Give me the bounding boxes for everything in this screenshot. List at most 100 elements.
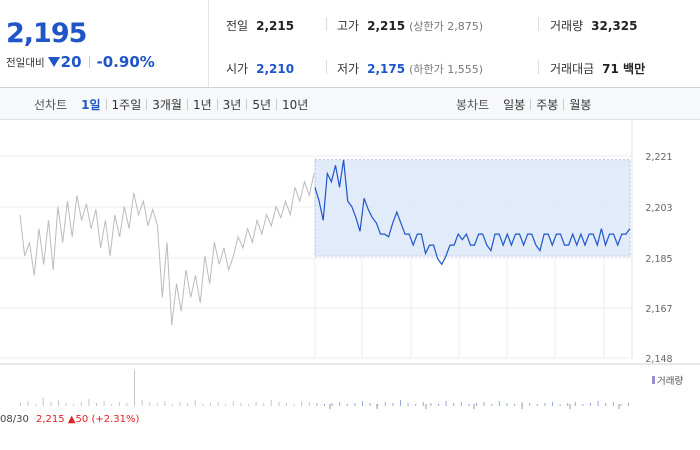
candle-tabs: 봉차트 일봉 주봉 월봉 — [456, 96, 596, 113]
divider — [186, 99, 188, 110]
volume-bars — [20, 370, 629, 406]
volume-bar — [582, 404, 584, 406]
price-chart: 2,221 2,203 2,185 2,167 2,148 09/0210:0011:0… — [0, 120, 700, 412]
volume-bar — [324, 404, 325, 406]
chart-tab-bar: 선차트 1일 1주일 3개월 1년 3년 5년 10년 봉차트 일봉 주봉 월봉 — [0, 88, 700, 120]
tab-daily-candle[interactable]: 일봉 — [503, 98, 526, 112]
up-triangle-icon: ▲ — [67, 414, 76, 425]
volume-bar — [232, 401, 234, 406]
volume-bar — [331, 403, 333, 406]
prev-day-summary: 08/30 2,215 ▲50 (+2.31%) — [0, 414, 139, 425]
volume-bar — [88, 399, 90, 406]
prev-day-change: 50 — [75, 414, 89, 425]
volume-bar — [438, 404, 439, 406]
tab-3y[interactable]: 3년 — [222, 98, 242, 112]
prev-day-close: 2,215 — [36, 414, 65, 425]
change-label: 전일대비 — [6, 56, 45, 69]
volume-bar — [278, 402, 280, 406]
volume-bar — [597, 401, 599, 406]
stat-label: 시가 — [226, 62, 249, 76]
volume-bar — [65, 403, 67, 406]
divider — [216, 99, 218, 110]
stat-label: 거래대금 — [550, 62, 595, 76]
y-tick-label: 2,221 — [645, 152, 672, 163]
divider — [276, 99, 278, 110]
price-box: 2,195 전일대비 20 -0.90% — [0, 0, 209, 87]
stat-open: 시가 2,210 — [226, 60, 294, 77]
stat-label: 거래량 — [550, 19, 584, 33]
tab-1w[interactable]: 1주일 — [111, 98, 142, 112]
lower-limit: (하한가 1,555) — [409, 63, 483, 76]
volume-bar — [529, 403, 531, 406]
volume-bar — [605, 403, 607, 406]
divider — [530, 99, 532, 110]
volume-bar — [415, 404, 417, 406]
volume-bar — [134, 370, 135, 406]
y-tick-label: 2,167 — [645, 304, 672, 315]
stat-prev-close: 전일 2,215 — [226, 17, 294, 34]
stat-low: 저가 2,175 (하한가 1,555) — [337, 60, 483, 77]
volume-bar — [483, 402, 485, 406]
tab-10y[interactable]: 10년 — [282, 98, 309, 112]
volume-bar — [559, 404, 561, 406]
volume-bar — [369, 403, 371, 406]
volume-bar — [339, 402, 341, 406]
volume-bar — [377, 404, 379, 406]
tab-monthly-candle[interactable]: 월봉 — [569, 98, 592, 112]
volume-bar — [240, 403, 242, 406]
tab-weekly-candle[interactable]: 주봉 — [536, 98, 559, 112]
stat-volume: 거래량 32,325 — [550, 17, 637, 34]
volume-bar — [392, 403, 394, 406]
volume-bar — [194, 400, 196, 406]
volume-bar — [362, 401, 363, 406]
previous-day-line — [19, 173, 315, 326]
volume-bar — [476, 403, 477, 406]
volume-bar — [453, 403, 455, 406]
stat-label: 저가 — [337, 62, 360, 76]
tab-1y[interactable]: 1년 — [192, 98, 212, 112]
volume-legend-label: 거래량 — [657, 376, 684, 387]
y-axis-labels: 2,221 2,203 2,185 2,167 2,148 — [645, 152, 672, 365]
tab-3m[interactable]: 3개월 — [152, 98, 182, 112]
volume-bar — [42, 398, 44, 406]
volume-bar — [468, 404, 470, 406]
divider — [538, 60, 539, 74]
volume-bar — [612, 402, 614, 406]
volume-legend: 거래량 — [652, 373, 683, 387]
volume-bar — [354, 403, 356, 406]
volume-bar — [316, 403, 318, 406]
tab-5y[interactable]: 5년 — [252, 98, 272, 112]
stat-value: 2,175 — [367, 62, 406, 76]
volume-bar — [255, 402, 257, 406]
volume-bar — [149, 402, 151, 406]
volume-bar — [263, 403, 265, 406]
tab-1d[interactable]: 1일 — [81, 98, 101, 112]
volume-bar — [574, 402, 576, 406]
divider — [88, 56, 90, 68]
x-axis-labels: 09/0210:0011:0012:0013:0014:0015:00 — [329, 404, 620, 409]
prev-day-date: 08/30 — [0, 414, 29, 425]
volume-bar — [270, 400, 272, 406]
volume-bar — [172, 404, 173, 406]
period-tabs: 선차트 1일 1주일 3개월 1년 3년 5년 10년 — [34, 96, 313, 113]
volume-bar — [620, 404, 622, 406]
volume-bar — [384, 402, 386, 406]
volume-bar — [567, 403, 569, 406]
divider — [146, 99, 148, 110]
y-tick-label: 2,185 — [645, 254, 672, 265]
today-line — [314, 159, 631, 266]
volume-bar — [210, 403, 211, 406]
volume-bar — [103, 401, 105, 406]
volume-bar — [308, 402, 310, 406]
volume-bar — [118, 402, 120, 406]
volume-bar — [628, 403, 629, 406]
volume-swatch-icon — [652, 376, 655, 384]
divider — [326, 17, 327, 31]
volume-bar — [156, 403, 158, 406]
volume-bar — [50, 402, 52, 406]
stat-value: 71 백만 — [602, 62, 646, 76]
quote-header: 2,195 전일대비 20 -0.90% 전일 2,215 고가 2,215 (… — [0, 0, 700, 88]
volume-bar — [202, 404, 204, 406]
volume-bar — [73, 404, 75, 406]
volume-bar — [96, 403, 97, 406]
